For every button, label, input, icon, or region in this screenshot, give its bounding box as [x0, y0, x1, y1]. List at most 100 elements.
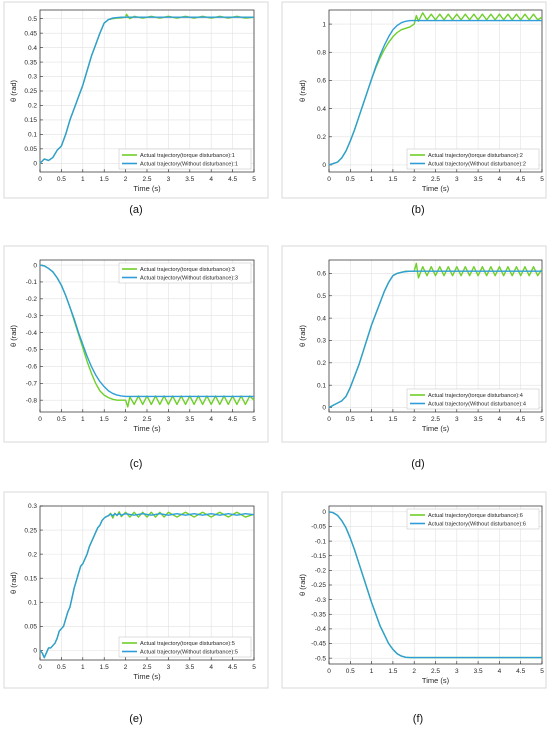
x-tick-label: 4 [209, 176, 213, 183]
y-tick-label: 0.15 [24, 117, 37, 124]
x-tick-label: 3.5 [474, 416, 483, 423]
x-axis-label: Time (s) [133, 424, 161, 433]
x-tick-label: 1 [370, 176, 374, 183]
x-tick-label: 4.5 [228, 416, 237, 423]
y-tick-label: -0.25 [311, 582, 326, 589]
y-tick-label: 0.4 [317, 106, 326, 113]
y-tick-label: 0 [33, 161, 37, 168]
axes-box [39, 259, 255, 413]
x-tick-label: 3 [167, 664, 171, 671]
x-tick-label: 0 [38, 664, 42, 671]
series-line-without-disturbance [39, 16, 254, 164]
x-tick-label: 5 [252, 176, 256, 183]
x-tick-label: 5 [252, 664, 256, 671]
x-axis-label: Time (s) [422, 424, 450, 433]
x-tick-label: 0 [38, 416, 42, 423]
legend-box [406, 508, 540, 530]
x-tick-label: 2.5 [142, 664, 151, 671]
x-tick-label: 4 [209, 416, 213, 423]
legend-box [406, 388, 540, 410]
y-tick-label: -0.4 [315, 626, 327, 633]
x-tick-label: 4 [498, 416, 502, 423]
x-tick-label: 2.5 [142, 176, 151, 183]
y-tick-label: 0.5 [317, 293, 326, 300]
x-tick-label: 0 [327, 416, 331, 423]
chart-panel-c: 0 0.5 1 1.5 2 2.5 3 3.5 4 4.5 5 0 -0.1 -0.2 -0.3 -0.4 -0… [3, 245, 269, 443]
legend-entry: Actual trajectory(Without disturbance):1 [140, 162, 238, 168]
y-tick-label: -0.05 [311, 524, 326, 531]
y-tick-label: 0 [33, 262, 37, 269]
y-tick-label: 0 [322, 162, 326, 169]
y-tick-label: 0 [322, 509, 326, 516]
legend-entry: Actual trajectory(torque disturbance):1 [140, 153, 235, 159]
x-tick-label: 2 [412, 176, 416, 183]
axes-box [39, 505, 255, 661]
legend-box [118, 636, 252, 658]
y-tick-label: 0.1 [28, 599, 37, 606]
y-axis-label: θ (rad) [298, 79, 307, 102]
y-tick-label: 0.45 [24, 30, 37, 37]
y-tick-label: -0.5 [26, 347, 38, 354]
y-tick-label: 0.6 [317, 78, 326, 85]
legend-entry: Actual trajectory(Without disturbance):5 [140, 650, 238, 656]
x-tick-label: 0.5 [57, 176, 66, 183]
y-tick-label: 0.2 [317, 134, 326, 141]
x-tick-label: 4 [209, 664, 213, 671]
x-tick-label: 0 [38, 176, 42, 183]
y-tick-label: 0.2 [28, 551, 37, 558]
x-tick-label: 1 [370, 416, 374, 423]
x-tick-label: 5 [540, 668, 544, 675]
legend: Actual trajectory(torque disturbance):6 A… [406, 508, 540, 530]
x-tick-label: 3 [167, 176, 171, 183]
y-tick-label: -0.35 [311, 611, 326, 618]
chart-panel-d: 0 0.5 1 1.5 2 2.5 3 3.5 4 4.5 5 0 0.1 0.2 0.3 0.4 0.5 0.6… [281, 245, 547, 443]
x-tick-label: 0.5 [346, 668, 355, 675]
x-tick-label: 0.5 [57, 664, 66, 671]
y-tick-label: 0.8 [317, 49, 326, 56]
y-tick-label: -0.15 [311, 553, 326, 560]
series-line-without-disturbance [328, 511, 542, 659]
x-tick-label: 3 [455, 416, 459, 423]
x-tick-label: 1 [81, 664, 85, 671]
x-tick-label: 3.5 [185, 416, 194, 423]
y-tick-label: -0.1 [315, 538, 327, 545]
y-axis-label: θ (rad) [298, 324, 307, 347]
x-tick-label: 3.5 [185, 176, 194, 183]
x-tick-label: 4.5 [516, 416, 525, 423]
y-tick-label: -0.5 [315, 655, 327, 662]
y-tick-label: -0.45 [311, 641, 326, 648]
y-tick-label: 0.5 [28, 16, 37, 23]
y-tick-label: 0 [322, 405, 326, 412]
x-tick-label: 1 [370, 668, 374, 675]
x-tick-label: 2.5 [431, 416, 440, 423]
series-line-without-disturbance [328, 270, 542, 409]
y-axis-label: θ (rad) [9, 324, 18, 347]
chart-panel-a: 0 0.5 1 1.5 2 2.5 3 3.5 4 4.5 5 0 0.05 0.1 0.15 0.2 0.25… [3, 1, 269, 199]
legend: Actual trajectory(torque disturbance):4 A… [406, 388, 540, 410]
legend: Actual trajectory(torque disturbance):3 A… [118, 262, 252, 284]
x-tick-label: 0.5 [57, 416, 66, 423]
y-tick-label: 0.3 [28, 503, 37, 510]
legend-entry: Actual trajectory(torque disturbance):4 [428, 393, 523, 399]
chart-panel-f: 0 0.5 1 1.5 2 2.5 3 3.5 4 4.5 5 0 -0.05 -0.1 -0.15 -0.2… [281, 491, 547, 689]
y-tick-label: -0.3 [315, 597, 327, 604]
y-tick-label: 0.25 [24, 527, 37, 534]
y-tick-label: 0.2 [28, 103, 37, 110]
x-tick-label: 1.5 [100, 664, 109, 671]
y-tick-label: -0.2 [315, 568, 327, 575]
x-tick-label: 2.5 [431, 176, 440, 183]
legend-entry: Actual trajectory(Without disturbance):2 [428, 162, 526, 168]
x-tick-label: 2.5 [431, 668, 440, 675]
x-tick-label: 4.5 [228, 664, 237, 671]
x-tick-label: 1.5 [100, 416, 109, 423]
y-tick-label: 1 [322, 21, 326, 28]
y-tick-label: -0.8 [26, 397, 38, 404]
x-tick-label: 3.5 [474, 176, 483, 183]
y-axis-label: θ (rad) [9, 79, 18, 102]
x-tick-label: 2 [412, 668, 416, 675]
panel-label: (d) [411, 458, 424, 470]
x-tick-label: 3.5 [474, 668, 483, 675]
y-tick-label: 0.2 [317, 360, 326, 367]
y-tick-label: 0.1 [317, 382, 326, 389]
legend-entry: Actual trajectory(torque disturbance):5 [140, 641, 235, 647]
